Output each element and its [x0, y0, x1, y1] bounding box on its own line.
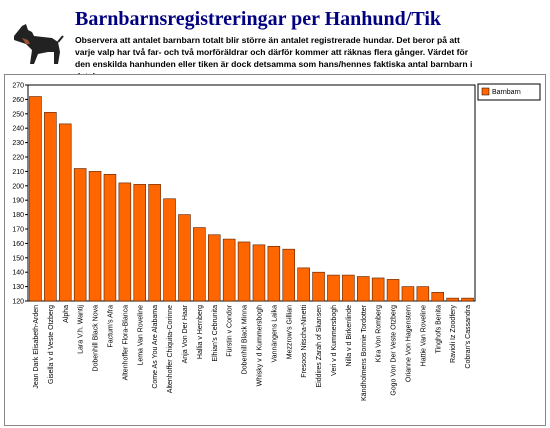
x-tick-label: Lara V.h. Wantij	[78, 305, 85, 354]
x-tick-label: Vannängens Laika	[271, 305, 278, 363]
bar	[178, 214, 191, 302]
bar	[44, 112, 57, 302]
x-tick-label: Come As You Are Alabama	[152, 305, 159, 389]
bar	[73, 168, 87, 302]
x-tick-label: Lema Van Roveline	[137, 305, 144, 366]
x-tick-label: Cobran's Cassandra	[465, 305, 472, 369]
plot-area	[27, 84, 476, 302]
y-tick-label: 150	[12, 255, 24, 262]
y-tick-label: 230	[12, 140, 24, 147]
bar	[29, 96, 42, 302]
bar	[148, 184, 161, 302]
bar	[416, 286, 430, 302]
x-tick-label: Eiddires Zarah of Skansen	[316, 305, 323, 388]
dog-icon	[14, 24, 64, 64]
y-tick-label: 260	[12, 97, 24, 104]
bar	[58, 123, 72, 302]
y-tick-label: 250	[12, 111, 24, 118]
y-tick-label: 180	[12, 212, 24, 219]
bar	[371, 277, 385, 302]
bar	[252, 244, 266, 302]
bar	[342, 274, 355, 302]
y-tick-label: 270	[12, 83, 24, 90]
x-tick-label: Gisella v d Veste Otzberg	[48, 305, 55, 384]
y-tick-label: 170	[12, 227, 24, 234]
y-tick-label: 240	[12, 126, 24, 133]
x-tick-label: Whisky v d Kummersbogh	[256, 305, 263, 386]
chart: 120 130 140 150 160 170 180 190 200 210 220 230 240 2…	[4, 74, 546, 426]
x-tick-label: Gogo Von Der Veste Otzberg	[391, 305, 398, 396]
y-tick-label: 190	[12, 198, 24, 205]
bar	[282, 248, 296, 302]
x-tick-label: Hallia v Hernberg	[197, 305, 204, 359]
x-tick-label: Kira Von Romberg	[376, 305, 383, 362]
bar	[222, 238, 236, 302]
y-tick-label: 120	[12, 299, 24, 306]
bar	[267, 245, 281, 302]
x-tick-label: Factum's Afra	[107, 305, 114, 348]
bar	[356, 276, 370, 302]
x-tick-label: Hattie Van Roveline	[420, 305, 427, 366]
bar	[193, 227, 206, 302]
bar	[88, 171, 102, 302]
bar	[446, 297, 459, 302]
x-tick-label: Jean Dark Elisabeth-Arden	[33, 305, 40, 389]
y-tick-label: 140	[12, 270, 24, 277]
x-tick-label: Fresoos Nitscha-Ninetti	[301, 305, 308, 378]
bar	[133, 184, 147, 302]
y-tick-label: 160	[12, 241, 24, 248]
x-tick-label: Tinghofs Benita	[435, 305, 442, 353]
x-tick-label: Anja Von Der Haar	[182, 304, 189, 363]
x-tick-label: Nilla v d Birkenlinde	[346, 305, 353, 367]
x-tick-label: Orianne Von Hagenstern	[405, 305, 412, 382]
bar	[386, 279, 400, 302]
x-tick-label: Kändholmens Bonnie Tordotter	[361, 304, 368, 401]
x-tick-label: Veri v d Kummersbogh	[331, 305, 338, 376]
bar	[103, 173, 117, 302]
x-tick-label: Mezzrow's Gillian	[286, 305, 293, 359]
legend-box	[477, 83, 541, 101]
x-tick-label: Alpha	[63, 305, 70, 323]
bar	[431, 292, 445, 302]
page-title: Barnbarnsregistreringar per Hanhund/Tik	[75, 8, 442, 30]
y-tick-label: 130	[12, 284, 24, 291]
bar	[297, 267, 310, 302]
bar	[461, 297, 474, 302]
x-tick-label: Fürstin v Condor	[227, 304, 234, 356]
x-tick-label: Ravioli Iz Zoodfery	[450, 305, 457, 363]
bar	[237, 241, 251, 302]
bar	[401, 286, 415, 302]
x-tick-label: Elhian's Cebrunita	[212, 305, 219, 362]
x-tick-label: Dobenhill Black Minna	[242, 305, 249, 374]
bar	[327, 274, 340, 302]
legend-label: Barnbarn	[492, 89, 521, 96]
y-tick-label: 200	[12, 183, 24, 190]
x-tick-label: Altenhoffer Flora-Blanca	[122, 305, 129, 380]
bar	[207, 234, 221, 302]
y-tick-label: 220	[12, 155, 24, 162]
bar	[163, 198, 176, 302]
bar	[312, 271, 325, 302]
x-tick-label: Altenhoffer Chiquita-Corinne	[167, 305, 174, 393]
y-tick-label: 210	[12, 169, 24, 176]
legend-swatch	[481, 87, 490, 96]
bar	[118, 182, 132, 302]
x-tick-label: Dobenhill Black Nova	[93, 305, 100, 372]
